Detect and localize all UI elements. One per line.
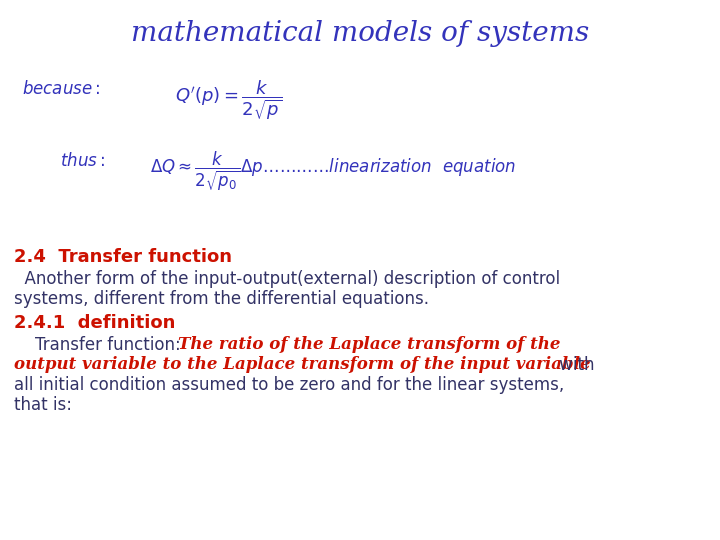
Text: $\Delta Q \approx \dfrac{k}{2\sqrt{p_0}}\Delta p\ldots\ldots\ldots\ldots\mathit{: $\Delta Q \approx \dfrac{k}{2\sqrt{p_0}}… bbox=[150, 150, 516, 193]
Text: $\mathit{because}:$: $\mathit{because}:$ bbox=[22, 80, 101, 98]
Text: with: with bbox=[554, 356, 595, 374]
Text: Transfer function:: Transfer function: bbox=[14, 336, 186, 354]
Text: $Q'(p)=\dfrac{k}{2\sqrt{p}}$: $Q'(p)=\dfrac{k}{2\sqrt{p}}$ bbox=[175, 78, 282, 122]
Text: output variable to the Laplace transform of the input variable: output variable to the Laplace transform… bbox=[14, 356, 590, 373]
Text: all initial condition assumed to be zero and for the linear systems,: all initial condition assumed to be zero… bbox=[14, 376, 564, 394]
Text: The ratio of the Laplace transform of the: The ratio of the Laplace transform of th… bbox=[178, 336, 560, 353]
Text: $\mathit{thus}:$: $\mathit{thus}:$ bbox=[60, 152, 105, 170]
Text: mathematical models of systems: mathematical models of systems bbox=[131, 20, 589, 47]
Text: 2.4.1  definition: 2.4.1 definition bbox=[14, 314, 176, 332]
Text: 2.4  Transfer function: 2.4 Transfer function bbox=[14, 248, 232, 266]
Text: that is:: that is: bbox=[14, 396, 72, 414]
Text: systems, different from the differential equations.: systems, different from the differential… bbox=[14, 290, 429, 308]
Text: Another form of the input-output(external) description of control: Another form of the input-output(externa… bbox=[14, 270, 560, 288]
